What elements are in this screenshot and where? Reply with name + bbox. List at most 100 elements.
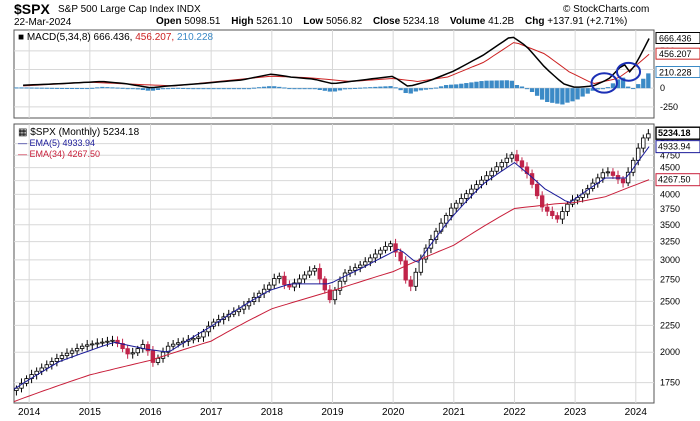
symbol-title: $SPX: [14, 1, 50, 17]
candle-body: [443, 215, 449, 224]
macd-histogram-bar: [428, 88, 434, 90]
macd-histogram-bar: [261, 86, 267, 89]
candle-body: [135, 348, 140, 354]
macd-histogram-bar: [59, 87, 65, 89]
x-tick-label: 2018: [261, 407, 284, 418]
macd-histogram-bar: [398, 88, 403, 91]
macd-histogram-bar: [509, 80, 515, 89]
macd-histogram-bar: [160, 88, 166, 90]
macd-histogram-bar: [327, 88, 333, 92]
price-y-tick-label: 2250: [660, 320, 680, 330]
macd-histogram-bar: [342, 88, 348, 90]
price-legend-ema34: — EMA(34) 4267.50: [18, 149, 100, 159]
x-tick-label: 2014: [18, 407, 41, 418]
macd-histogram-bar: [469, 82, 474, 89]
candle-body: [413, 271, 418, 287]
macd-histogram-bar: [595, 88, 600, 90]
macd-histogram-bar: [347, 88, 353, 90]
macd-value-tag-box: [655, 47, 700, 60]
macd-value-tag: 456.207: [659, 49, 692, 59]
low-label: Low: [303, 16, 324, 27]
macd-histogram-bar: [408, 88, 413, 94]
macd-histogram-bar: [302, 88, 307, 90]
macd-histogram-bar: [352, 87, 358, 89]
macd-histogram-bar: [170, 87, 176, 89]
macd-histogram-bar: [443, 85, 449, 89]
candle-body: [383, 246, 388, 251]
candle-body: [155, 357, 161, 363]
macd-histogram-bar: [115, 87, 120, 89]
macd-histogram-bar: [545, 88, 550, 102]
candle-body: [347, 269, 353, 274]
macd-histogram-bar: [580, 88, 585, 97]
price-y-tick-label: 3000: [660, 255, 680, 265]
price-y-tick-label: 3500: [660, 220, 680, 230]
macd-histogram-bar: [241, 88, 247, 90]
macd-histogram-bar: [418, 88, 424, 91]
candle-body: [479, 179, 484, 186]
candle-body: [519, 160, 525, 168]
candle-body: [196, 336, 201, 339]
price-value-tag-box: [655, 140, 700, 154]
candle-body: [615, 175, 621, 180]
macd-histogram-bar: [221, 88, 226, 90]
candle-body: [534, 183, 540, 197]
macd-histogram-bar: [570, 88, 575, 102]
open-value: 5098.51: [184, 16, 221, 27]
x-tick-label: 2022: [503, 407, 526, 418]
candle-body: [550, 210, 555, 217]
macd-histogram-bar: [529, 88, 535, 92]
macd-histogram-bar: [504, 80, 509, 89]
macd-histogram-bar: [39, 87, 44, 89]
macd-histogram-bar: [196, 88, 201, 90]
chg-value: +137.91 (+2.71%): [547, 16, 628, 27]
macd-value-tag: 210.228: [659, 68, 692, 78]
candle-body: [641, 137, 646, 149]
candle-body: [474, 184, 479, 190]
macd-histogram-bar: [312, 88, 317, 90]
candle-body: [49, 361, 54, 366]
ema5-line: [13, 146, 650, 390]
price-value-tag: 4933.94: [658, 142, 691, 152]
macd-histogram-bar: [646, 73, 651, 89]
macd-histogram-bar: [620, 77, 626, 89]
candle-body: [302, 274, 307, 280]
macd-histogram-bar: [226, 88, 231, 90]
candle-body: [90, 343, 95, 346]
macd-y-tick-label: 0: [660, 83, 665, 93]
macd-histogram-bar: [34, 87, 39, 89]
price-y-tick-label: 3750: [660, 204, 680, 214]
macd-histogram-bar: [590, 88, 595, 91]
candle-body: [312, 268, 317, 272]
macd-histogram-bar: [181, 87, 186, 89]
macd-histogram-bar: [191, 88, 196, 90]
macd-histogram-bar: [519, 86, 525, 89]
candle-body: [115, 339, 120, 344]
macd-histogram-bar: [246, 88, 252, 90]
macd-histogram-bar: [54, 87, 60, 89]
macd-histogram-bar: [277, 86, 282, 89]
macd-histogram-bar: [489, 80, 494, 89]
macd-histogram-bar: [282, 87, 287, 89]
macd-histogram-bar: [560, 88, 565, 105]
macd-histogram-bar: [363, 87, 368, 89]
candle-body: [100, 341, 105, 344]
candle-body: [322, 278, 327, 291]
macd-histogram-bar: [449, 84, 454, 89]
macd-histogram-bar: [44, 87, 49, 89]
macd-histogram-bar: [631, 88, 636, 90]
x-tick-label: 2015: [79, 407, 102, 418]
candle-body: [605, 171, 611, 174]
macd-histogram-bar: [19, 87, 24, 89]
price-value-tag-box: [655, 126, 700, 140]
close-value: 5234.18: [402, 16, 440, 27]
macd-histogram-bar: [625, 86, 631, 89]
price-legend-ema5: — EMA(5) 4933.94: [18, 138, 95, 148]
x-tick-label: 2016: [139, 407, 162, 418]
candle-body: [85, 344, 90, 347]
symbol-description: S&P 500 Large Cap Index INDX: [58, 4, 201, 15]
macd-histogram-bar: [211, 88, 216, 90]
candle-body: [39, 367, 44, 372]
ohlc-bar: Open 5098.51 High 5261.10 Low 5056.82 Cl…: [156, 16, 635, 27]
macd-histogram-bar: [307, 88, 312, 90]
